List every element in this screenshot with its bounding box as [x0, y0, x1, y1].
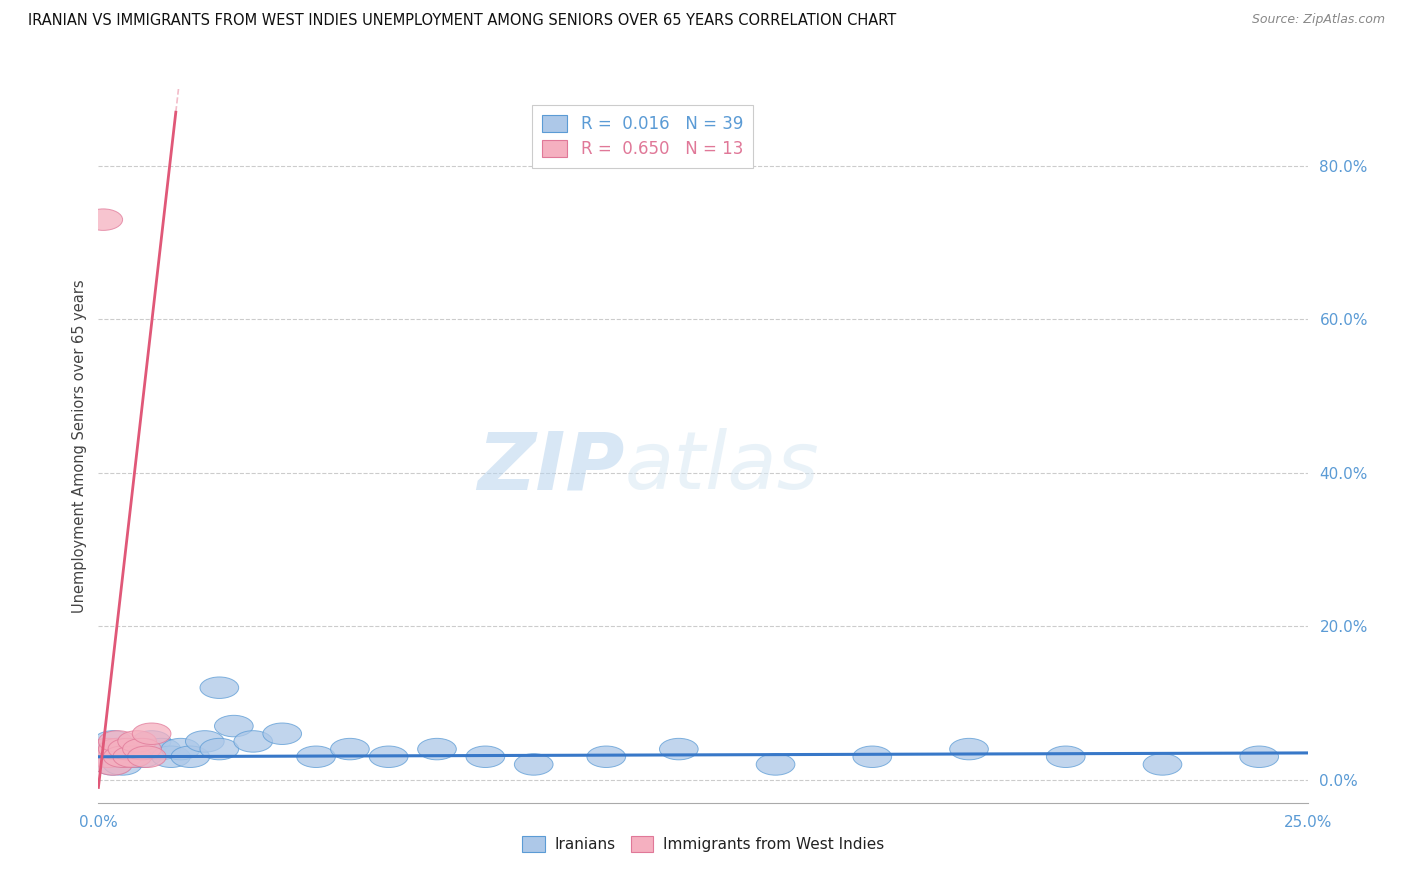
Ellipse shape	[853, 746, 891, 767]
Ellipse shape	[84, 209, 122, 230]
Ellipse shape	[103, 746, 142, 767]
Ellipse shape	[949, 739, 988, 760]
Text: IRANIAN VS IMMIGRANTS FROM WEST INDIES UNEMPLOYMENT AMONG SENIORS OVER 65 YEARS : IRANIAN VS IMMIGRANTS FROM WEST INDIES U…	[28, 13, 897, 29]
Ellipse shape	[1240, 746, 1278, 767]
Ellipse shape	[756, 754, 794, 775]
Ellipse shape	[89, 746, 128, 767]
Legend: Iranians, Immigrants from West Indies: Iranians, Immigrants from West Indies	[522, 837, 884, 852]
Ellipse shape	[89, 739, 128, 760]
Ellipse shape	[89, 739, 128, 760]
Ellipse shape	[103, 739, 142, 760]
Ellipse shape	[98, 739, 138, 760]
Ellipse shape	[108, 739, 146, 760]
Ellipse shape	[370, 746, 408, 767]
Ellipse shape	[112, 746, 152, 767]
Text: atlas: atlas	[624, 428, 820, 507]
Ellipse shape	[132, 723, 172, 745]
Text: Source: ZipAtlas.com: Source: ZipAtlas.com	[1251, 13, 1385, 27]
Ellipse shape	[659, 739, 699, 760]
Ellipse shape	[94, 754, 132, 775]
Ellipse shape	[330, 739, 370, 760]
Text: ZIP: ZIP	[477, 428, 624, 507]
Ellipse shape	[465, 746, 505, 767]
Ellipse shape	[200, 677, 239, 698]
Y-axis label: Unemployment Among Seniors over 65 years: Unemployment Among Seniors over 65 years	[72, 279, 87, 613]
Ellipse shape	[98, 731, 138, 752]
Ellipse shape	[152, 746, 190, 767]
Ellipse shape	[200, 739, 239, 760]
Ellipse shape	[84, 746, 122, 767]
Ellipse shape	[122, 739, 162, 760]
Ellipse shape	[215, 715, 253, 737]
Ellipse shape	[94, 754, 132, 775]
Ellipse shape	[118, 731, 156, 752]
Ellipse shape	[1143, 754, 1182, 775]
Ellipse shape	[186, 731, 224, 752]
Ellipse shape	[142, 739, 180, 760]
Ellipse shape	[112, 746, 152, 767]
Ellipse shape	[172, 746, 209, 767]
Ellipse shape	[128, 739, 166, 760]
Ellipse shape	[103, 754, 142, 775]
Ellipse shape	[128, 746, 166, 767]
Ellipse shape	[1046, 746, 1085, 767]
Ellipse shape	[132, 731, 172, 752]
Ellipse shape	[94, 731, 132, 752]
Ellipse shape	[122, 746, 162, 767]
Ellipse shape	[108, 746, 146, 767]
Ellipse shape	[89, 746, 128, 767]
Ellipse shape	[586, 746, 626, 767]
Ellipse shape	[98, 746, 138, 767]
Ellipse shape	[162, 739, 200, 760]
Ellipse shape	[118, 739, 156, 760]
Ellipse shape	[263, 723, 301, 745]
Ellipse shape	[98, 739, 138, 760]
Ellipse shape	[515, 754, 553, 775]
Ellipse shape	[418, 739, 457, 760]
Ellipse shape	[233, 731, 273, 752]
Ellipse shape	[297, 746, 336, 767]
